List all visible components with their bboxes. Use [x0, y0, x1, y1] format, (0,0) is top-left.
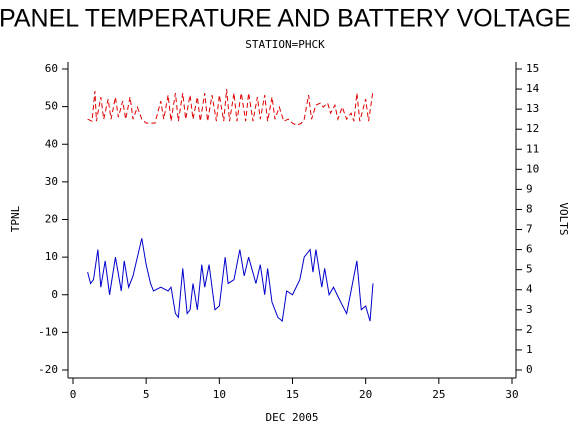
y2-tick-label: 3 — [526, 303, 533, 316]
y2-tick-label: 13 — [526, 102, 539, 115]
y-tick-label: 50 — [45, 100, 58, 113]
y2-tick-label: 12 — [526, 122, 539, 135]
y2-tick-label: 1 — [526, 343, 533, 356]
y-tick-label: -10 — [38, 325, 58, 338]
chart-subtitle: STATION=PHCK — [245, 38, 325, 51]
y-tick-label: 60 — [45, 62, 58, 75]
y2-tick-label: 4 — [526, 283, 533, 296]
y2-tick-label: 0 — [526, 363, 533, 376]
y-tick-label: 40 — [45, 137, 58, 150]
y2-tick-label: 9 — [526, 182, 533, 195]
x-tick-label: 25 — [432, 388, 445, 401]
y-tick-label: 10 — [45, 250, 58, 263]
y2-tick-label: 5 — [526, 263, 533, 276]
y2-tick-label: 14 — [526, 82, 540, 95]
chart-title: PANEL TEMPERATURE AND BATTERY VOLTAGE — [0, 5, 570, 33]
y2-tick-label: 10 — [526, 162, 539, 175]
x-tick-label: 15 — [286, 388, 299, 401]
y2-tick-label: 2 — [526, 323, 533, 336]
y-tick-label: 30 — [45, 175, 58, 188]
y2-tick-label: 8 — [526, 202, 533, 215]
y2-tick-label: 7 — [526, 223, 533, 236]
x-axis-label: DEC 2005 — [266, 411, 319, 424]
y-tick-label: -20 — [38, 363, 58, 376]
y-axis-label: TPNL — [9, 205, 22, 232]
x-tick-label: 30 — [505, 388, 518, 401]
series-line — [87, 238, 374, 323]
y2-axis-label: VOLTS — [557, 202, 570, 235]
x-tick-label: 10 — [213, 388, 226, 401]
series-line — [87, 89, 374, 126]
y-tick-label: 0 — [51, 288, 58, 301]
x-tick-label: 5 — [143, 388, 150, 401]
y2-tick-label: 6 — [526, 243, 533, 256]
y2-tick-label: 15 — [526, 62, 539, 75]
x-tick-label: 20 — [359, 388, 372, 401]
y-tick-label: 20 — [45, 213, 58, 226]
x-tick-label: 0 — [70, 388, 77, 401]
y2-tick-label: 11 — [526, 142, 539, 155]
